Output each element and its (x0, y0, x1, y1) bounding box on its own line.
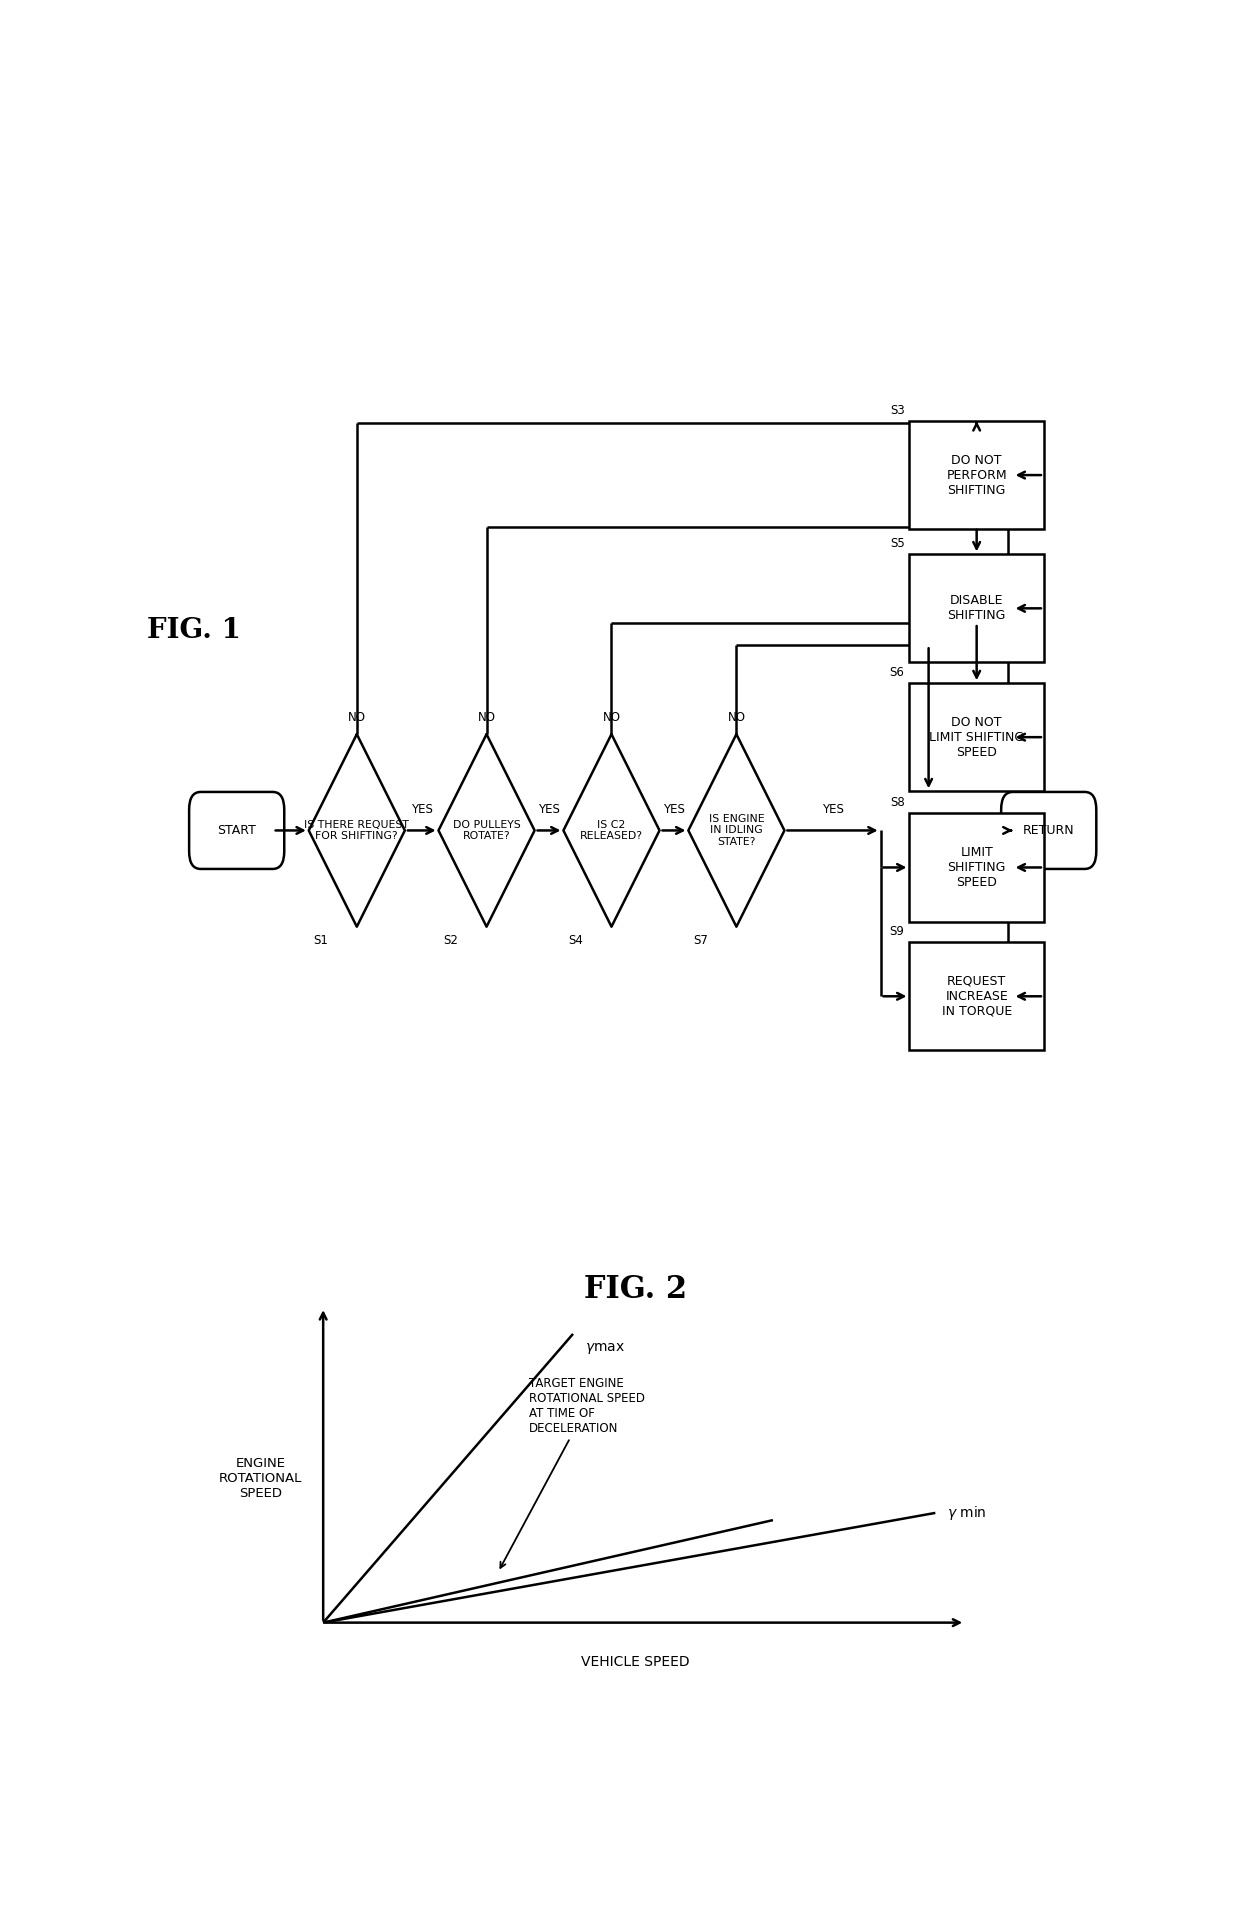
Text: LIMIT
SHIFTING
SPEED: LIMIT SHIFTING SPEED (947, 846, 1006, 888)
Text: NO: NO (477, 712, 496, 723)
Text: TARGET ENGINE
ROTATIONAL SPEED
AT TIME OF
DECELERATION: TARGET ENGINE ROTATIONAL SPEED AT TIME O… (501, 1377, 645, 1567)
Text: REQUEST
INCREASE
IN TORQUE: REQUEST INCREASE IN TORQUE (941, 975, 1012, 1017)
Text: NO: NO (728, 712, 745, 723)
Text: VEHICLE SPEED: VEHICLE SPEED (582, 1656, 689, 1669)
Text: S6: S6 (890, 665, 904, 679)
Text: S3: S3 (890, 404, 904, 417)
FancyBboxPatch shape (909, 942, 1044, 1050)
Text: S5: S5 (890, 537, 904, 550)
Text: $\gamma$max: $\gamma$max (584, 1342, 625, 1356)
Text: NO: NO (603, 712, 620, 723)
Text: S8: S8 (890, 796, 904, 810)
Text: S1: S1 (314, 935, 329, 948)
Text: IS ENGINE
IN IDLING
STATE?: IS ENGINE IN IDLING STATE? (708, 813, 764, 846)
Text: YES: YES (822, 802, 843, 815)
Text: S4: S4 (568, 935, 583, 948)
FancyBboxPatch shape (909, 813, 1044, 921)
Text: RETURN: RETURN (1023, 823, 1075, 837)
Text: DISABLE
SHIFTING: DISABLE SHIFTING (947, 594, 1006, 623)
Text: DO NOT
LIMIT SHIFTING
SPEED: DO NOT LIMIT SHIFTING SPEED (929, 715, 1024, 760)
Text: S2: S2 (444, 935, 458, 948)
Text: DO PULLEYS
ROTATE?: DO PULLEYS ROTATE? (453, 819, 521, 840)
Text: S7: S7 (693, 935, 708, 948)
Text: NO: NO (347, 712, 366, 723)
Text: YES: YES (538, 802, 560, 815)
Text: $\gamma$ min: $\gamma$ min (947, 1504, 987, 1521)
Text: IS THERE REQUEST
FOR SHIFTING?: IS THERE REQUEST FOR SHIFTING? (304, 819, 409, 840)
Text: DO NOT
PERFORM
SHIFTING: DO NOT PERFORM SHIFTING (946, 454, 1007, 496)
Text: FIG. 2: FIG. 2 (584, 1273, 687, 1306)
FancyBboxPatch shape (909, 683, 1044, 790)
Text: YES: YES (663, 802, 684, 815)
Text: START: START (217, 823, 257, 837)
Text: FIG. 1: FIG. 1 (146, 617, 241, 644)
Text: S9: S9 (890, 925, 904, 938)
Text: IS C2
RELEASED?: IS C2 RELEASED? (580, 819, 644, 840)
Text: ENGINE
ROTATIONAL
SPEED: ENGINE ROTATIONAL SPEED (219, 1458, 303, 1500)
FancyBboxPatch shape (1001, 792, 1096, 869)
FancyBboxPatch shape (909, 554, 1044, 662)
Text: YES: YES (410, 802, 433, 815)
FancyBboxPatch shape (190, 792, 284, 869)
FancyBboxPatch shape (909, 421, 1044, 529)
